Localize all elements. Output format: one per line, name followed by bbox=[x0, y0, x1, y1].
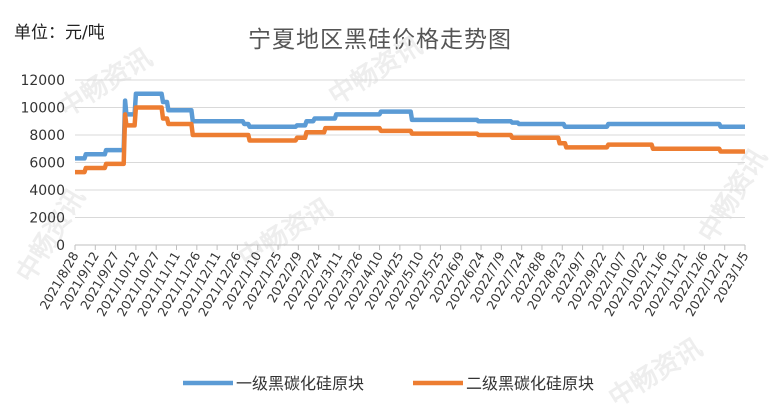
legend-label-2: 二级黑碳化硅原块 bbox=[466, 374, 594, 393]
watermark-text: 中畅资讯 bbox=[604, 333, 708, 414]
grid-lines bbox=[75, 79, 745, 246]
series-line-1 bbox=[75, 91, 745, 161]
watermark-text: 中畅资讯 bbox=[324, 31, 428, 112]
y-tick-label: 12000 bbox=[20, 73, 65, 89]
x-axis-ticks: 2021/8/282021/9/122021/9/272021/10/12202… bbox=[37, 245, 752, 319]
y-axis-ticks: 0 2000 4000 6000 8000 10000 12000 bbox=[20, 73, 65, 254]
series-lines bbox=[75, 91, 745, 175]
chart-title: 宁夏地区黑硅价格走势图 bbox=[248, 27, 512, 53]
y-tick-label: 4000 bbox=[29, 183, 65, 199]
y-tick-label: 0 bbox=[56, 238, 65, 254]
legend-label-1: 一级黑碳化硅原块 bbox=[236, 374, 364, 393]
y-tick-label: 8000 bbox=[29, 128, 65, 144]
watermark-text: 中畅资讯 bbox=[54, 43, 158, 124]
y-tick-label: 6000 bbox=[29, 156, 65, 172]
y-tick-label: 2000 bbox=[29, 211, 65, 227]
unit-label: 单位：元/吨 bbox=[14, 23, 105, 43]
legend: 一级黑碳化硅原块 二级黑碳化硅原块 bbox=[183, 374, 594, 393]
watermark-text: 中畅资讯 bbox=[693, 144, 770, 248]
series-line-2 bbox=[75, 105, 745, 175]
y-tick-label: 10000 bbox=[20, 101, 65, 117]
